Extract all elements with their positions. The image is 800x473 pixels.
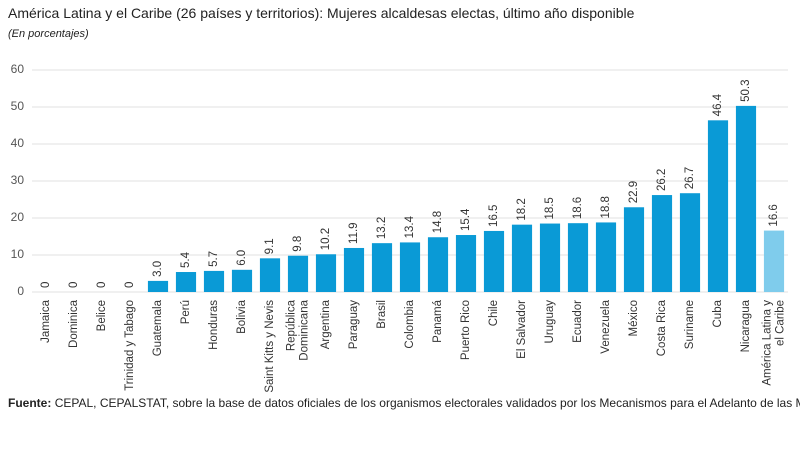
value-label: 10.2 [320, 228, 332, 250]
value-label: 18.6 [572, 197, 584, 219]
bar [315, 254, 337, 292]
value-label: 13.4 [404, 215, 416, 238]
bar [511, 224, 533, 292]
value-label: 18.2 [516, 198, 528, 220]
bar [371, 243, 393, 292]
bar [679, 193, 701, 292]
value-label: 14.8 [432, 211, 444, 233]
value-label: 9.1 [264, 238, 276, 254]
bar [595, 222, 617, 292]
bar [343, 247, 365, 292]
bar [231, 269, 253, 292]
x-tick-label: Puerto Rico [460, 300, 472, 360]
x-tick-label: Nicaragua [740, 299, 752, 352]
value-label: 3.0 [152, 261, 164, 277]
value-label: 5.7 [208, 251, 220, 267]
value-label: 50.3 [740, 79, 752, 101]
y-tick-label: 0 [17, 284, 24, 298]
value-label: 15.4 [460, 208, 472, 231]
y-tick-label: 10 [11, 247, 25, 261]
bar [707, 120, 729, 292]
x-tick-label: Panamá [432, 299, 444, 342]
x-tick-label: Chile [488, 300, 500, 326]
value-label: 16.5 [488, 205, 500, 227]
value-label: 16.6 [768, 204, 780, 226]
value-label: 46.4 [712, 93, 724, 116]
chart-subtitle: (En porcentajes) [8, 28, 89, 40]
footer-text: CEPAL, CEPALSTAT, sobre la base de datos… [55, 396, 800, 410]
bar [455, 235, 477, 292]
x-tick-label: Dominica [68, 299, 80, 348]
bar [175, 272, 197, 292]
x-tick-label: Perú [180, 300, 192, 324]
bar [259, 258, 281, 292]
y-tick-label: 60 [11, 62, 25, 76]
y-tick-label: 20 [11, 210, 25, 224]
value-label: 13.2 [376, 217, 388, 239]
value-label: 22.9 [628, 181, 640, 203]
x-tick-label: América Latina yel Caribe [762, 300, 787, 386]
value-label: 26.2 [656, 169, 668, 191]
x-tick-label: México [628, 300, 640, 336]
value-label: 0 [40, 282, 52, 288]
x-tick-label: Argentina [320, 299, 332, 349]
value-label: 18.5 [544, 197, 556, 219]
bar [735, 105, 757, 292]
x-tick-label: Trinidad y Tabago [124, 300, 136, 391]
bar [483, 230, 505, 292]
y-tick-label: 50 [11, 99, 25, 113]
x-tick-label: RepúblicaDominicana [286, 299, 311, 360]
x-tick-label: Cuba [712, 299, 724, 327]
bar [763, 230, 785, 292]
x-tick-label: Uruguay [544, 300, 556, 344]
value-label: 0 [96, 282, 108, 288]
footer-label: Fuente: [8, 396, 51, 410]
value-label: 0 [124, 282, 136, 288]
x-tick-label: Venezuela [600, 299, 612, 353]
x-tick-label: Saint Kitts y Nevis [264, 300, 276, 393]
bar [567, 223, 589, 292]
value-label: 26.7 [684, 167, 696, 189]
x-tick-label: Paraguay [348, 300, 360, 349]
value-label: 11.9 [348, 222, 360, 244]
x-tick-label: Jamaica [40, 299, 52, 342]
x-tick-label: Suriname [684, 300, 696, 349]
bar [623, 207, 645, 292]
value-label: 5.4 [180, 251, 192, 268]
x-tick-label: Honduras [208, 300, 220, 350]
x-tick-label: Costa Rica [656, 299, 668, 356]
x-tick-label: El Salvador [516, 300, 528, 359]
x-tick-label: Bolivia [236, 299, 248, 333]
value-label: 9.8 [292, 236, 304, 252]
bar [287, 255, 309, 292]
x-tick-label: Brasil [376, 300, 388, 329]
footer: Fuente: CEPAL, CEPALSTAT, sobre la base … [8, 396, 800, 410]
value-label: 0 [68, 282, 80, 288]
value-label: 18.8 [600, 196, 612, 218]
x-tick-label: Ecuador [572, 300, 584, 343]
x-tick-label: Guatemala [152, 299, 164, 356]
y-tick-label: 40 [11, 136, 25, 150]
x-tick-label: Colombia [404, 299, 416, 348]
x-tick-label: Belice [96, 300, 108, 331]
bar [539, 223, 561, 292]
bar [147, 280, 169, 292]
chart-title: América Latina y el Caribe (26 países y … [8, 5, 635, 21]
bar [399, 242, 421, 292]
y-tick-label: 30 [11, 173, 25, 187]
bar [203, 270, 225, 292]
bar [651, 195, 673, 292]
bar [427, 237, 449, 292]
value-label: 6.0 [236, 250, 248, 266]
